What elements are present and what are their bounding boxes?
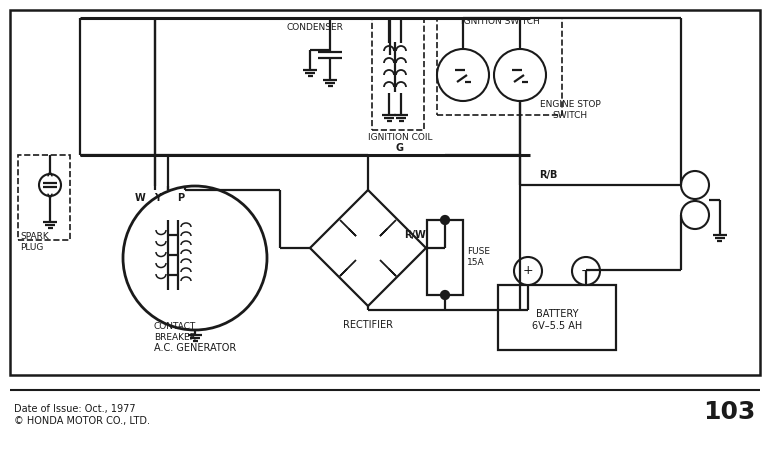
Circle shape xyxy=(681,201,709,229)
Circle shape xyxy=(681,171,709,199)
Text: P: P xyxy=(177,193,185,203)
Polygon shape xyxy=(340,269,347,276)
Bar xyxy=(10,10,760,375)
Text: IGNITION COIL: IGNITION COIL xyxy=(368,133,432,141)
Text: BATTERY
6V–5.5 AH: BATTERY 6V–5.5 AH xyxy=(532,309,582,331)
Text: ENGINE STOP
SWITCH: ENGINE STOP SWITCH xyxy=(540,101,601,120)
Text: FUSE
15A: FUSE 15A xyxy=(467,247,490,267)
Circle shape xyxy=(441,216,449,224)
Text: SPARK
PLUG: SPARK PLUG xyxy=(20,232,49,252)
Text: © HONDA MOTOR CO., LTD.: © HONDA MOTOR CO., LTD. xyxy=(14,416,150,426)
Circle shape xyxy=(441,291,449,299)
Text: IGNITION SWITCH: IGNITION SWITCH xyxy=(460,17,539,27)
Bar xyxy=(437,18,562,115)
Bar xyxy=(372,18,424,130)
Text: G: G xyxy=(396,143,404,153)
Polygon shape xyxy=(349,229,356,236)
Text: 103: 103 xyxy=(704,400,756,424)
Text: CONTACT
BREAKER: CONTACT BREAKER xyxy=(154,322,196,341)
Text: Y: Y xyxy=(155,193,162,203)
Circle shape xyxy=(123,186,267,330)
Text: +: + xyxy=(523,264,534,278)
Bar xyxy=(498,285,616,350)
Text: RECTIFIER: RECTIFIER xyxy=(343,320,393,330)
Circle shape xyxy=(494,49,546,101)
Polygon shape xyxy=(380,229,387,236)
Text: R/B: R/B xyxy=(539,170,557,180)
Circle shape xyxy=(39,174,61,196)
Polygon shape xyxy=(389,269,396,276)
Text: CONDENSER: CONDENSER xyxy=(286,23,343,33)
Text: Date of Issue: Oct., 1977: Date of Issue: Oct., 1977 xyxy=(14,404,136,414)
Bar xyxy=(18,155,70,240)
Text: W: W xyxy=(135,193,146,203)
Text: A.C. GENERATOR: A.C. GENERATOR xyxy=(154,343,236,353)
Circle shape xyxy=(514,257,542,285)
Text: −: − xyxy=(581,264,591,278)
Circle shape xyxy=(437,49,489,101)
Polygon shape xyxy=(310,190,426,306)
Text: R/W: R/W xyxy=(404,230,426,240)
Bar xyxy=(427,220,463,295)
Circle shape xyxy=(572,257,600,285)
